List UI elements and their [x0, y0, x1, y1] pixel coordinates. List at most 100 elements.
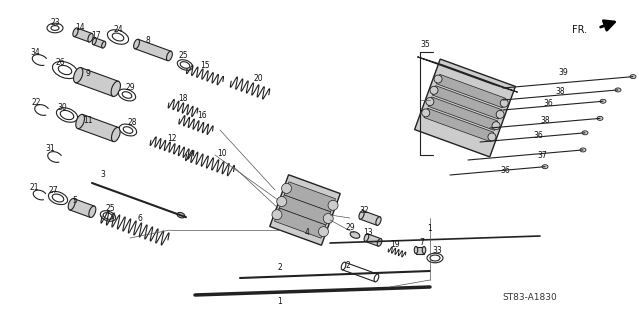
Text: 1: 1	[427, 223, 433, 233]
Text: 16: 16	[197, 110, 207, 119]
Bar	[365, 234, 381, 246]
Ellipse shape	[328, 200, 338, 210]
Text: 37: 37	[537, 150, 547, 159]
Text: 14: 14	[75, 22, 85, 31]
Text: 6: 6	[137, 213, 142, 222]
Ellipse shape	[422, 109, 430, 117]
Ellipse shape	[118, 89, 135, 101]
Ellipse shape	[630, 75, 636, 79]
Ellipse shape	[350, 232, 360, 238]
Ellipse shape	[500, 99, 508, 107]
Text: 18: 18	[178, 93, 188, 102]
Text: 1: 1	[277, 298, 282, 307]
Ellipse shape	[323, 213, 334, 223]
Text: 38: 38	[555, 86, 565, 95]
Ellipse shape	[426, 98, 434, 106]
Text: 20: 20	[253, 74, 263, 83]
Ellipse shape	[60, 110, 73, 120]
Ellipse shape	[488, 133, 496, 141]
Text: 39: 39	[558, 68, 568, 76]
Ellipse shape	[107, 30, 128, 44]
Bar	[275, 208, 326, 238]
Text: 38: 38	[540, 116, 550, 124]
Text: 11: 11	[83, 116, 93, 124]
Text: 2: 2	[346, 260, 350, 269]
Ellipse shape	[374, 274, 379, 282]
Ellipse shape	[111, 127, 120, 142]
Bar	[93, 38, 105, 48]
Text: 2: 2	[277, 263, 282, 273]
Ellipse shape	[377, 239, 382, 246]
Text: 23: 23	[50, 18, 60, 27]
Text: 21: 21	[29, 182, 39, 191]
Text: 17: 17	[91, 30, 101, 39]
Ellipse shape	[112, 33, 124, 41]
Text: 5: 5	[73, 196, 77, 204]
Ellipse shape	[56, 108, 77, 122]
Text: 34: 34	[30, 47, 40, 57]
Ellipse shape	[102, 41, 105, 48]
Bar	[77, 115, 118, 141]
Bar	[279, 195, 330, 225]
Ellipse shape	[430, 86, 438, 94]
Text: 15: 15	[200, 60, 210, 69]
Ellipse shape	[582, 131, 588, 135]
Ellipse shape	[73, 28, 78, 36]
Text: 26: 26	[55, 58, 65, 67]
Ellipse shape	[542, 165, 548, 169]
Ellipse shape	[376, 217, 381, 225]
Ellipse shape	[492, 122, 500, 130]
Ellipse shape	[422, 246, 426, 253]
Bar	[135, 39, 171, 61]
Ellipse shape	[427, 253, 443, 263]
Ellipse shape	[180, 62, 190, 68]
Ellipse shape	[318, 227, 328, 236]
Text: 19: 19	[390, 239, 400, 249]
Bar	[436, 74, 506, 108]
Ellipse shape	[119, 124, 137, 136]
Ellipse shape	[49, 191, 68, 204]
Text: ST83-A1830: ST83-A1830	[503, 293, 557, 302]
Text: 8: 8	[146, 36, 150, 44]
Text: 7: 7	[420, 237, 424, 246]
Text: 12: 12	[167, 133, 177, 142]
Bar	[74, 28, 92, 42]
Ellipse shape	[615, 88, 621, 92]
Bar	[343, 262, 378, 282]
Bar	[70, 199, 95, 217]
Text: 4: 4	[305, 228, 309, 236]
Ellipse shape	[277, 196, 287, 206]
Ellipse shape	[73, 68, 83, 83]
Text: 13: 13	[363, 228, 373, 236]
Ellipse shape	[122, 92, 132, 98]
Bar	[360, 211, 380, 225]
Ellipse shape	[600, 99, 606, 103]
Text: 33: 33	[432, 245, 442, 254]
Bar	[75, 68, 118, 96]
Text: 25: 25	[105, 204, 115, 212]
Ellipse shape	[272, 210, 282, 220]
Ellipse shape	[52, 194, 64, 202]
Ellipse shape	[103, 213, 113, 219]
Text: 3: 3	[100, 170, 105, 179]
Ellipse shape	[496, 110, 504, 118]
Text: FR.: FR.	[573, 25, 588, 35]
Text: 28: 28	[127, 117, 137, 126]
Bar	[424, 108, 494, 142]
Ellipse shape	[123, 127, 133, 133]
Text: 32: 32	[359, 205, 369, 214]
Text: 10: 10	[217, 148, 227, 157]
Ellipse shape	[68, 198, 75, 210]
Ellipse shape	[177, 212, 185, 218]
Text: 24: 24	[113, 25, 123, 34]
Ellipse shape	[111, 81, 120, 97]
Text: 25: 25	[178, 51, 188, 60]
Bar	[416, 246, 424, 253]
Text: 36: 36	[500, 165, 510, 174]
Ellipse shape	[134, 39, 139, 49]
Text: 29: 29	[125, 83, 135, 92]
Ellipse shape	[92, 38, 96, 44]
Bar	[415, 59, 516, 157]
Bar	[432, 86, 502, 119]
Bar	[428, 97, 498, 130]
